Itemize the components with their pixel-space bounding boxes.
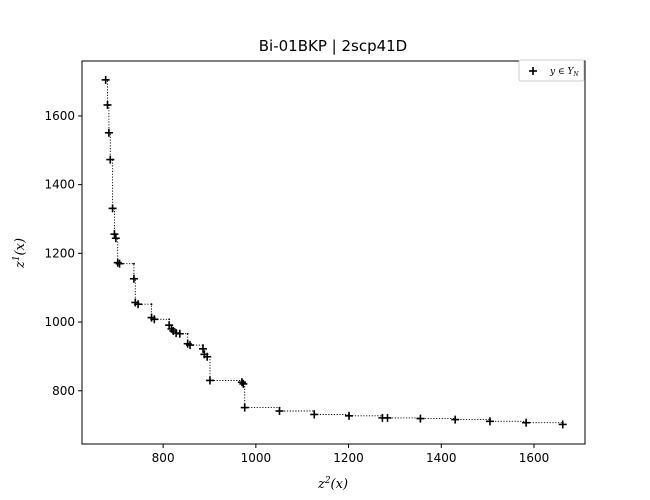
x-tick-label: 1600 <box>519 451 550 465</box>
x-tick-label: 800 <box>152 451 175 465</box>
data-point <box>239 379 248 388</box>
data-point <box>345 411 354 420</box>
data-point <box>237 378 246 387</box>
data-point <box>175 329 184 338</box>
legend: y ∈ YN <box>518 59 585 82</box>
data-point <box>103 100 112 109</box>
data-point <box>108 204 117 213</box>
y-tick-label: 1000 <box>44 315 75 329</box>
data-point <box>106 155 115 164</box>
y-tick-label: 800 <box>52 384 75 398</box>
x-axis-label: z2(x) <box>317 476 348 492</box>
data-point <box>111 234 120 243</box>
x-tick-label: 1200 <box>333 451 364 465</box>
data-point <box>240 403 249 412</box>
y-tick-label: 1400 <box>44 178 75 192</box>
data-point <box>522 418 531 427</box>
data-point <box>115 259 124 268</box>
legend-marker-icon <box>529 67 537 75</box>
x-tick-label: 1400 <box>426 451 457 465</box>
x-tick-label: 1000 <box>241 451 272 465</box>
data-point <box>150 315 159 324</box>
data-point <box>310 410 319 419</box>
axes-frame <box>81 60 586 445</box>
data-point <box>129 274 138 283</box>
data-point <box>104 128 113 137</box>
staircase-corner-point <box>150 303 153 306</box>
data-point <box>205 376 214 385</box>
data-point <box>110 230 119 239</box>
plot-area <box>101 75 567 429</box>
chart-title: Bi-01BKP | 2scp41D <box>259 37 407 55</box>
data-point <box>134 300 143 309</box>
axis-ticks: 800 1000 1200 1400 1600 800 1000 1200 1400 1600 <box>44 109 549 465</box>
legend-entry-label: y ∈ YN <box>549 67 579 78</box>
y-axis-label: z1(x) <box>12 238 28 269</box>
data-point <box>186 341 195 350</box>
data-point <box>203 352 212 361</box>
y-tick-label: 1600 <box>44 109 75 123</box>
data-point <box>416 414 425 423</box>
data-point <box>113 258 122 267</box>
data-point <box>558 420 567 429</box>
staircase-corner-point <box>133 262 135 265</box>
data-point <box>198 344 207 353</box>
data-point <box>101 75 110 84</box>
staircase-corner-point <box>186 332 189 335</box>
data-point <box>451 415 460 424</box>
data-point <box>485 417 494 426</box>
legend-box <box>518 59 585 82</box>
data-point <box>383 413 392 422</box>
y-tick-label: 1200 <box>44 246 75 260</box>
data-point <box>275 407 284 416</box>
staircase-corner-point <box>168 318 171 321</box>
